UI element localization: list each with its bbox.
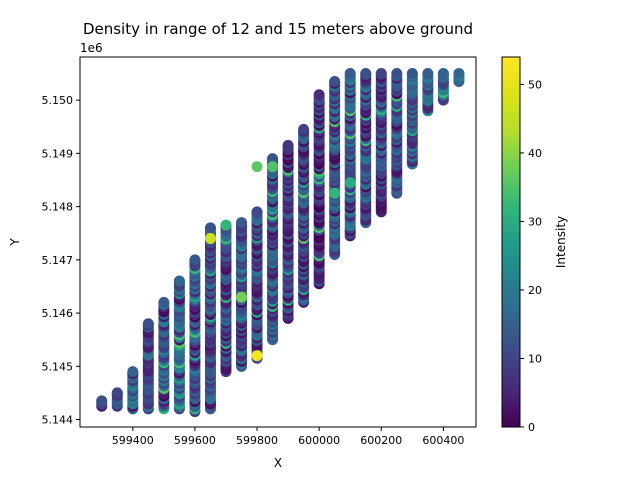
colorbar-tick-label: 30 [528,215,542,228]
y-axis-label: Y [8,238,22,247]
data-point [189,254,201,266]
data-point [127,366,139,378]
x-tick-label: 599400 [112,434,154,447]
y-tick-label: 5.146 [42,307,74,320]
data-point-highlight [267,161,279,173]
points-layer [96,68,465,418]
data-point [391,68,403,79]
x-axis-ticks: 599400 599600 599800 600000 600200 600400 [112,427,464,447]
data-point [329,75,341,87]
data-point [360,68,372,79]
data-point [111,387,123,399]
y-tick-label: 5.145 [42,360,74,373]
data-point [173,275,185,287]
data-point [437,68,449,79]
data-point [313,89,325,101]
data-point [267,153,279,165]
data-point [453,68,465,79]
colorbar-tick-label: 50 [528,78,542,91]
x-tick-label: 599600 [174,434,216,447]
y-axis-ticks: 5.144 5.145 5.146 5.147 5.148 5.149 5.150 [42,94,80,427]
data-point [236,217,248,229]
data-point [298,123,310,135]
data-point [406,68,418,79]
x-tick-label: 600400 [422,434,464,447]
colorbar-tick-label: 0 [528,421,535,434]
y-offset-label: 1e6 [80,41,103,55]
data-point [282,139,294,151]
data-point [422,68,434,79]
data-point-highlight [251,161,263,173]
y-tick-label: 5.147 [42,254,74,267]
y-tick-label: 5.150 [42,94,74,107]
colorbar-tick-label: 20 [528,284,542,297]
data-point [375,68,387,79]
x-tick-label: 600000 [298,434,340,447]
colorbar-label: Intensity [554,216,568,268]
x-tick-label: 600200 [360,434,402,447]
data-point [142,318,154,330]
y-tick-label: 5.144 [42,414,74,427]
x-axis-label: X [274,456,282,470]
data-point-highlight [220,219,232,231]
data-point-highlight [329,187,341,199]
colorbar [501,56,521,428]
data-point-highlight [204,233,216,245]
y-tick-label: 5.149 [42,147,74,160]
data-point-highlight [251,350,263,362]
y-tick-label: 5.148 [42,201,74,214]
data-point [204,222,216,234]
x-tick-label: 599800 [236,434,278,447]
data-point [158,296,170,308]
data-point [96,395,108,407]
colorbar-tick-label: 40 [528,147,542,160]
data-point-highlight [236,291,248,303]
data-point [344,68,356,79]
data-point-highlight [344,177,356,189]
colorbar-tick-label: 10 [528,352,542,365]
chart-title: Density in range of 12 and 15 meters abo… [83,20,473,38]
plot-area-frame [79,56,477,428]
colorbar-ticks: 0 10 20 30 40 50 [520,78,542,434]
data-point [251,206,263,218]
